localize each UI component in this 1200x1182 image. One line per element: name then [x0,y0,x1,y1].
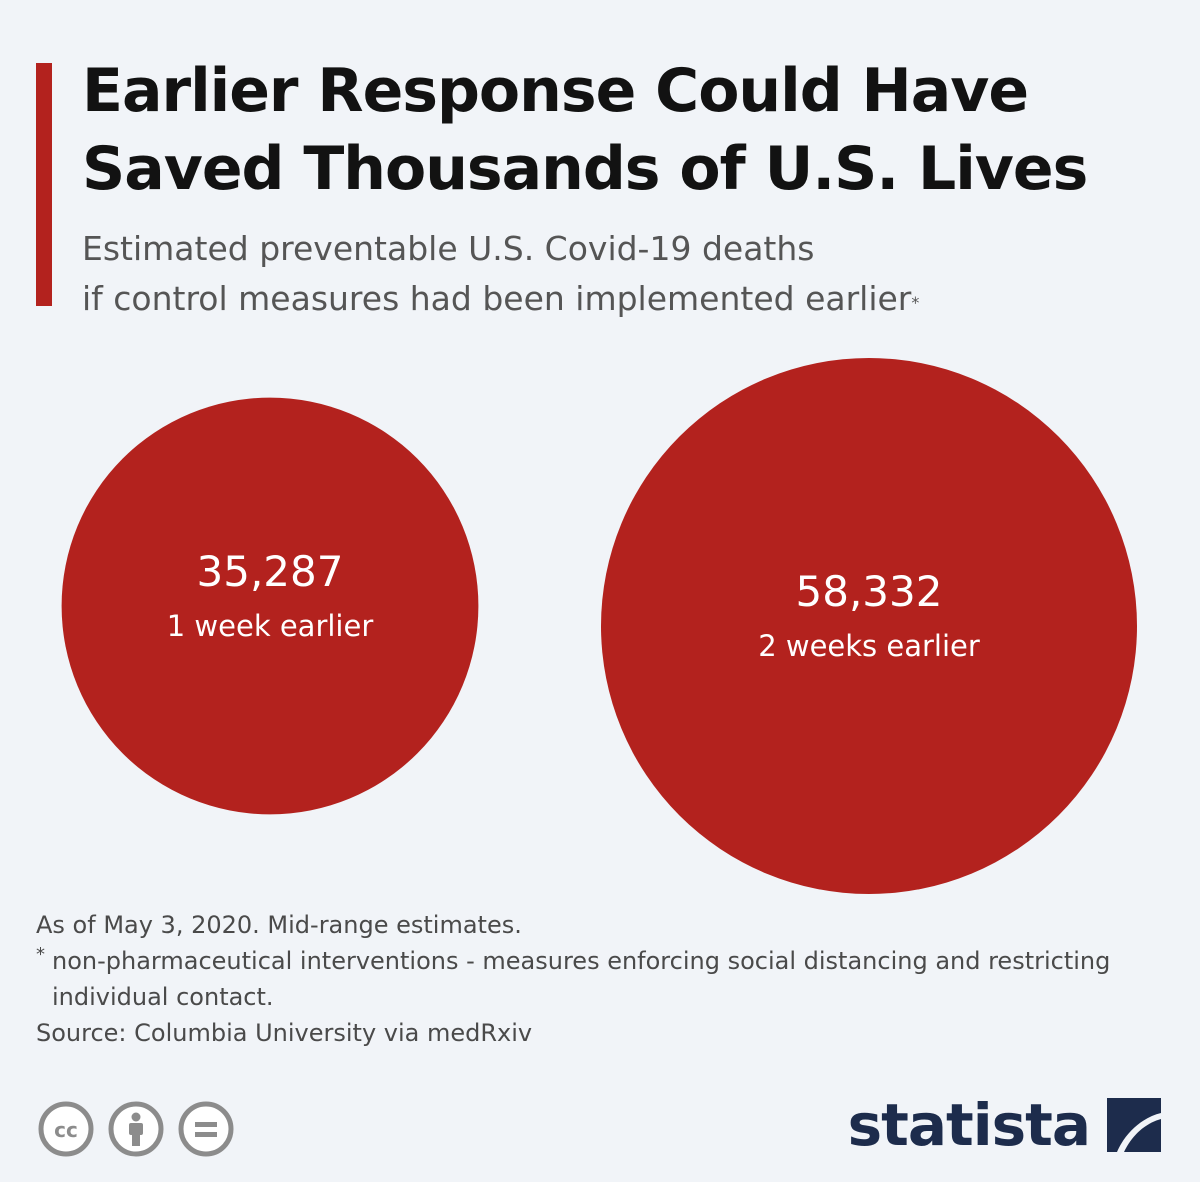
footnote-text: non-pharmaceutical interventions - measu… [52,947,1111,1011]
brand-name: statista [847,1091,1091,1159]
source-note: Source: Columbia University via medRxiv [36,1019,533,1047]
attribution-icon[interactable] [107,1100,165,1158]
subtitle-line-2-text: if control measures had been implemented… [82,279,912,318]
footnote-marker: * [36,944,45,965]
chart-title: Earlier Response Could Have Saved Thousa… [82,52,1182,208]
bubble-1-label: 1 week earlier [167,609,374,643]
chart-subtitle: Estimated preventable U.S. Covid-19 deat… [82,224,1182,324]
subtitle-footnote-marker: * [911,293,920,312]
chart-notes: As of May 3, 2020. Mid-range estimates. … [36,907,1166,1051]
accent-bar [36,63,52,306]
statista-brand[interactable]: statista [848,1085,1164,1165]
statista-logo-icon [1107,1098,1161,1152]
cc-icon[interactable]: cc [37,1100,95,1158]
title-line-1: Earlier Response Could Have [82,56,1029,126]
bubble-1-value: 35,287 [197,547,344,596]
svg-text:cc: cc [54,1118,78,1142]
title-line-2: Saved Thousands of U.S. Lives [82,134,1088,204]
license-icons: cc [37,1100,235,1158]
bubble-1 [61,397,479,815]
subtitle-line-2: if control measures had been implemented… [82,274,1182,324]
bubble-2-value: 58,332 [796,567,943,616]
bubble-2 [601,358,1137,894]
no-derivatives-icon[interactable] [177,1100,235,1158]
as-of-note: As of May 3, 2020. Mid-range estimates. [36,911,522,939]
bubble-2-label: 2 weeks earlier [758,629,980,663]
subtitle-line-1: Estimated preventable U.S. Covid-19 deat… [82,229,815,268]
footnote: * non-pharmaceutical interventions - meas… [36,943,1166,1015]
